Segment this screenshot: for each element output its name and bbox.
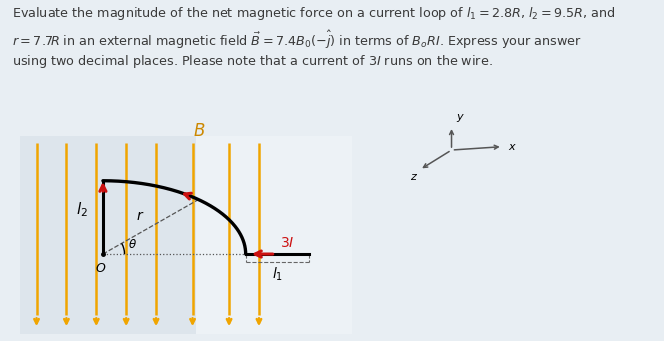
Bar	[196, 136, 352, 334]
Text: $y$: $y$	[456, 113, 465, 124]
Text: $\theta$: $\theta$	[128, 238, 137, 251]
Text: $B$: $B$	[193, 122, 205, 140]
Text: $r = 7.7R$ in an external magnetic field $\vec{B} = 7.4B_0(-\hat{j})$ in terms o: $r = 7.7R$ in an external magnetic field…	[12, 29, 582, 51]
Text: $r$: $r$	[136, 209, 144, 223]
Text: $x$: $x$	[508, 142, 517, 152]
Text: $O$: $O$	[95, 262, 107, 275]
Text: $l_2$: $l_2$	[76, 201, 88, 219]
Text: $z$: $z$	[410, 172, 418, 182]
Text: using two decimal places. Please note that a current of $3I$ runs on the wire.: using two decimal places. Please note th…	[12, 53, 493, 70]
Text: $l_1$: $l_1$	[272, 266, 283, 283]
Text: Evaluate the magnitude of the net magnetic force on a current loop of $l_1 = 2.8: Evaluate the magnitude of the net magnet…	[12, 5, 615, 22]
Bar	[20, 136, 196, 334]
Text: $3I$: $3I$	[280, 236, 295, 250]
